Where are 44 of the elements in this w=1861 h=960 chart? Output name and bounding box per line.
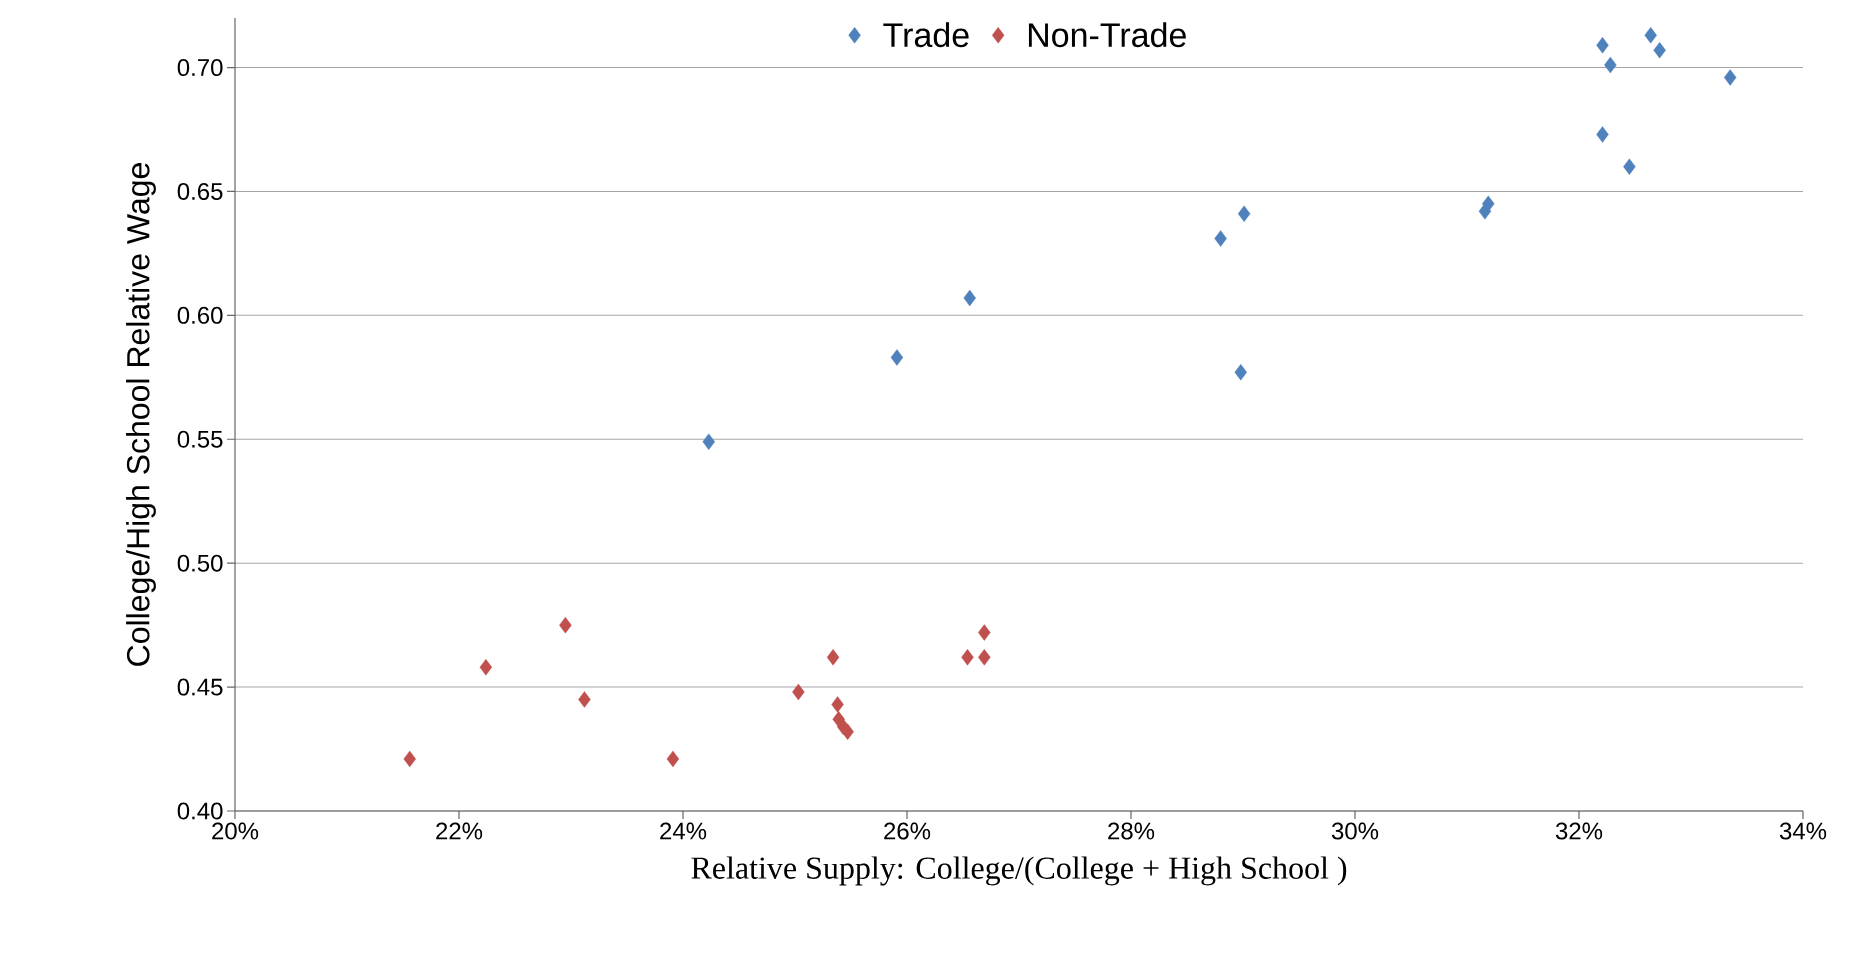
x-tick-label: 24%	[660, 822, 707, 840]
point	[1724, 69, 1737, 86]
point	[1234, 364, 1247, 381]
point	[479, 659, 493, 676]
legend-label: Non-Trade	[1028, 22, 1186, 48]
y-tick-label: 0.45	[177, 678, 223, 696]
point	[1596, 37, 1609, 54]
y-axis-title: College/High School Relative Wage	[126, 163, 156, 666]
point	[1237, 205, 1251, 222]
y-tick-label: 0.65	[177, 182, 223, 200]
x-tick-label: 22%	[436, 822, 483, 840]
point	[578, 691, 591, 708]
x-tick-label: 34%	[1779, 822, 1827, 840]
y-tick-label: 0.70	[177, 59, 223, 77]
y-tick-label: 0.55	[177, 430, 223, 448]
point	[666, 750, 680, 768]
x-tick-label: 20%	[212, 822, 259, 840]
point	[826, 649, 840, 666]
point	[1604, 56, 1617, 74]
y-tick-label: 0.40	[177, 802, 223, 820]
point	[961, 649, 974, 666]
point	[1644, 27, 1657, 44]
point	[831, 696, 844, 713]
point	[1653, 42, 1666, 59]
point	[792, 683, 805, 701]
point	[963, 289, 976, 307]
x-tick-label: 30%	[1331, 822, 1379, 840]
x-axis-title: Relative Supply: College/(College + High School )	[691, 856, 1347, 886]
point	[890, 349, 904, 366]
point	[702, 433, 715, 450]
point	[978, 649, 991, 666]
point	[978, 624, 991, 641]
point	[1623, 158, 1636, 175]
point	[1214, 230, 1227, 247]
point	[841, 723, 854, 740]
point	[403, 750, 416, 768]
x-tick-label: 26%	[884, 822, 931, 840]
y-tick-label: 0.60	[177, 306, 223, 324]
x-tick-label: 28%	[1108, 822, 1155, 840]
point	[559, 616, 572, 634]
y-tick-label: 0.50	[177, 554, 223, 572]
legend-label: Trade	[883, 22, 969, 48]
x-tick-label: 32%	[1555, 822, 1603, 840]
point	[1596, 126, 1609, 143]
